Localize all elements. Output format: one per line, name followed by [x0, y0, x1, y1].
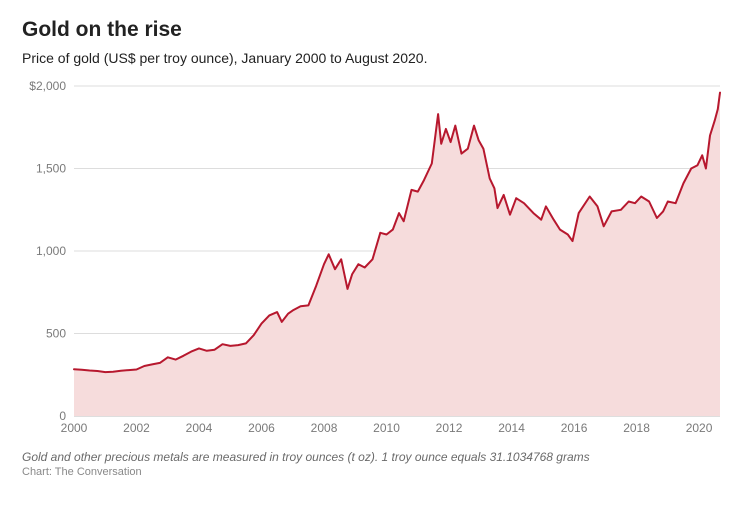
y-axis-label: $2,000 — [29, 80, 66, 93]
x-axis-label: 2006 — [248, 421, 275, 435]
chart-credit: Chart: The Conversation — [22, 466, 732, 478]
x-axis-label: 2010 — [373, 421, 400, 435]
y-axis-label: 500 — [46, 327, 66, 341]
x-axis-label: 2004 — [186, 421, 213, 435]
series-area — [74, 93, 720, 416]
x-axis-label: 2016 — [561, 421, 588, 435]
x-axis-label: 2002 — [123, 421, 150, 435]
x-axis-label: 2018 — [623, 421, 650, 435]
area-chart-svg: 05001,0001,500$2,00020002002200420062008… — [22, 80, 732, 440]
chart-plot: 05001,0001,500$2,00020002002200420062008… — [22, 80, 732, 440]
chart-title: Gold on the rise — [22, 18, 732, 42]
chart-card: Gold on the rise Price of gold (US$ per … — [0, 0, 754, 511]
x-axis-label: 2014 — [498, 421, 525, 435]
x-axis-label: 2008 — [311, 421, 338, 435]
x-axis-label: 2000 — [61, 421, 88, 435]
chart-subtitle: Price of gold (US$ per troy ounce), Janu… — [22, 50, 732, 66]
x-axis-label: 2020 — [686, 421, 713, 435]
y-axis-label: 1,000 — [36, 244, 66, 258]
y-axis-label: 1,500 — [36, 162, 66, 176]
chart-footnote: Gold and other precious metals are measu… — [22, 450, 732, 464]
x-axis-label: 2012 — [436, 421, 463, 435]
